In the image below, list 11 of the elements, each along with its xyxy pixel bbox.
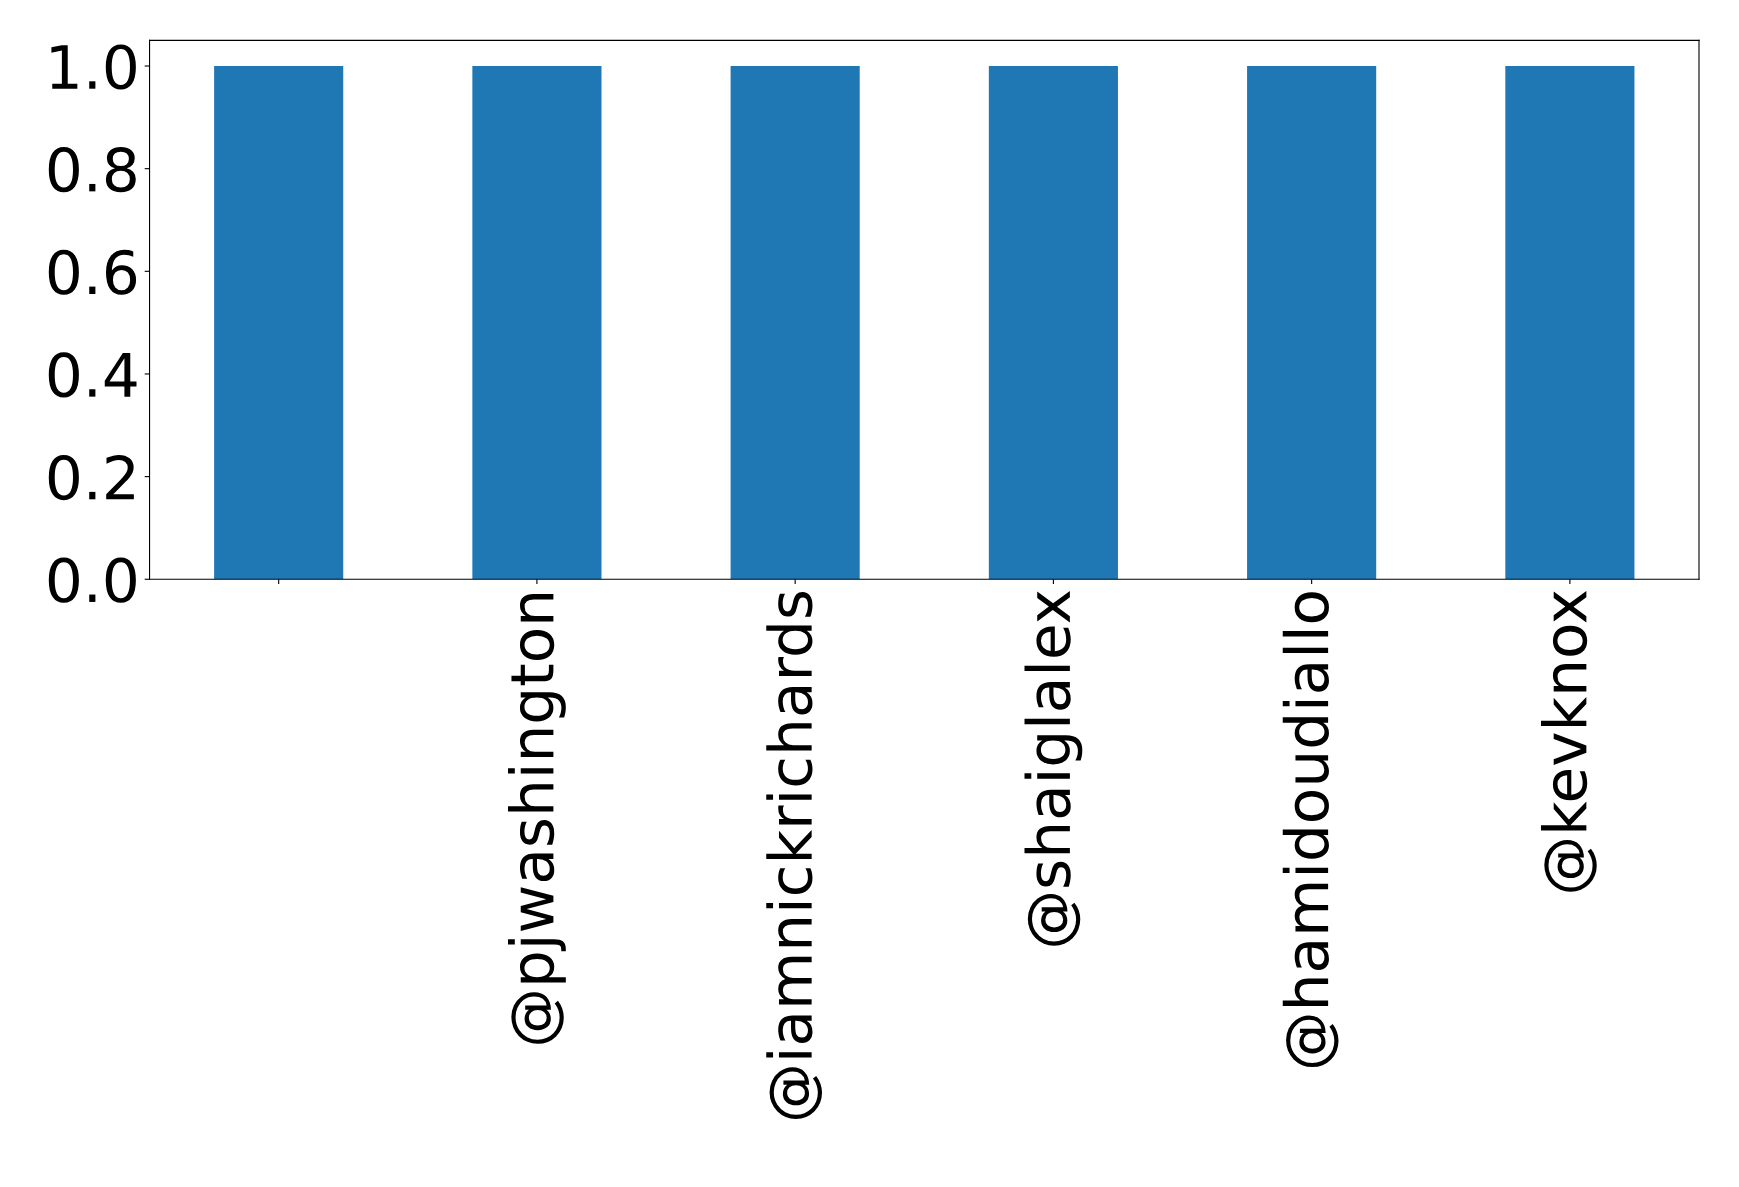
x-tick-label: @iamnickrichards <box>766 591 823 1119</box>
y-tick-label: 0.0 <box>48 557 136 603</box>
y-tick-label: 0.6 <box>48 249 137 295</box>
y-tick-label: 0.8 <box>48 147 136 193</box>
y-tick-label: 0.4 <box>48 352 137 398</box>
x-tick-label: @pjwashington <box>508 594 566 1044</box>
x-tick-label: @shaiglalex <box>1024 590 1083 946</box>
x-tick-label: @hamidoudiallo <box>1282 592 1339 1068</box>
y-tick-label: 0.2 <box>48 454 134 501</box>
y-tick-label: 1.0 <box>51 44 136 90</box>
x-tick-label: @kevknox <box>1540 590 1597 892</box>
